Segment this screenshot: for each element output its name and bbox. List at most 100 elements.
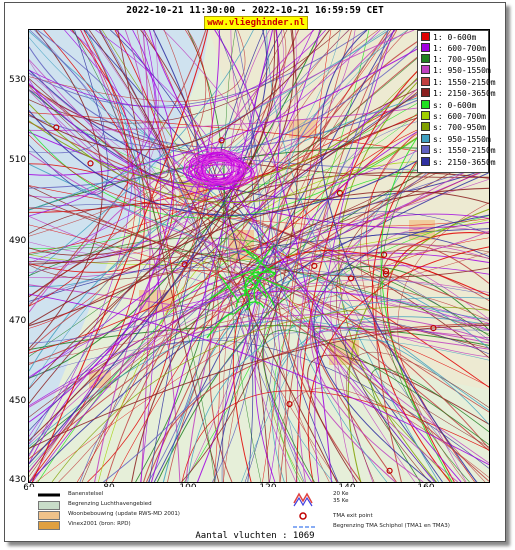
flight-track (37, 30, 207, 482)
low-altitude-track (253, 274, 289, 291)
tma-exit-point (381, 251, 388, 258)
flight-track (271, 316, 489, 482)
flight-track (43, 30, 175, 482)
key-35ke: 35 Ke (333, 498, 349, 504)
approach-loop (199, 152, 237, 188)
flight-track (29, 185, 489, 227)
legend-swatch (421, 43, 430, 52)
legend-item: s: 600-700m (421, 111, 486, 121)
low-altitude-track (245, 250, 275, 275)
flight-track (29, 30, 220, 423)
low-altitude-track (231, 267, 260, 280)
flight-track (29, 30, 254, 277)
flight-track (148, 30, 265, 482)
tma-exit-point (386, 467, 393, 474)
flight-track (29, 137, 489, 281)
legend-swatch (421, 32, 430, 41)
tma-exit-point (87, 160, 94, 167)
map-key: Banenstelsel Begrenzing Luchthavengebied… (28, 487, 488, 533)
low-altitude-track (234, 301, 265, 315)
flight-track (29, 83, 489, 219)
key-banenstelsel: Banenstelsel (68, 491, 104, 497)
flight-track (211, 30, 262, 482)
flight-track (29, 284, 489, 473)
flight-track (29, 33, 489, 256)
low-altitude-track (209, 285, 230, 300)
flight-track (29, 329, 489, 378)
legend-item: 1: 1550-2150m (421, 77, 496, 87)
airport-area-swatch (38, 501, 60, 510)
legend-swatch (421, 122, 430, 131)
flight-track (29, 30, 386, 389)
tma-exit-point (181, 261, 188, 268)
flight-track (29, 30, 104, 154)
altitude-legend: 1: 0-600m 1: 600-700m 1: 700-950m 1: 950… (417, 30, 496, 173)
y-tick-470: 470 (9, 316, 27, 326)
flight-track (29, 30, 276, 265)
flight-track (34, 30, 298, 482)
flight-track (375, 245, 489, 482)
flight-track (29, 30, 451, 176)
y-tick-430: 430 (9, 475, 27, 485)
flight-track (29, 30, 268, 465)
flight-track (76, 30, 213, 482)
flight-track (29, 324, 489, 449)
flight-track (117, 30, 220, 482)
flight-track (29, 163, 489, 321)
flight-track (262, 329, 489, 482)
flight-track (262, 265, 489, 482)
low-altitude-track (218, 273, 240, 303)
key-woonbebouwing: Woonbebouwing (update RWS-MD 2001) (68, 511, 180, 517)
time-range-title: 2022-10-21 11:30:00 - 2022-10-21 16:59:5… (126, 5, 384, 16)
low-altitude-track (242, 271, 259, 292)
flight-track (29, 30, 142, 287)
flight-track (29, 224, 489, 387)
key-vinex: Vinex2001 (bron: RPD) (68, 521, 131, 527)
flight-track (221, 211, 489, 482)
flight-track (29, 252, 489, 364)
y-tick-490: 490 (9, 236, 27, 246)
flight-track (224, 30, 262, 482)
flight-track (29, 244, 489, 477)
flight-track (29, 290, 489, 437)
urban-swatch (38, 511, 60, 520)
flight-track (29, 30, 322, 379)
runway-swatch (38, 493, 60, 497)
flight-track (29, 237, 489, 337)
low-altitude-track (244, 266, 275, 297)
chart-frame: 2022-10-21 11:30:00 - 2022-10-21 16:59:5… (4, 2, 506, 542)
low-altitude-track (244, 276, 268, 299)
flight-track (29, 30, 314, 262)
flight-track (29, 110, 489, 216)
low-altitude-track (241, 247, 259, 263)
flight-track (29, 148, 489, 263)
flight-track (314, 30, 395, 482)
flight-track (347, 208, 489, 482)
flight-track (310, 160, 489, 482)
flight-track (29, 59, 489, 464)
flight-track (98, 30, 338, 482)
tma-boundary-swatch (293, 526, 315, 528)
flight-track (29, 30, 295, 327)
flight-track (58, 30, 200, 482)
flight-track (140, 30, 151, 482)
key-20ke: 20 Ke (333, 491, 349, 497)
flight-track (95, 30, 281, 482)
tma-exit-point (347, 275, 355, 282)
low-altitude-track (253, 274, 265, 305)
legend-swatch (421, 100, 430, 109)
flight-track (72, 30, 216, 482)
flight-track (79, 165, 489, 482)
flight-track (105, 30, 453, 482)
flight-track (29, 190, 489, 325)
flight-track (29, 152, 489, 263)
approach-loop (203, 156, 244, 182)
flight-track (110, 30, 254, 482)
legend-swatch (421, 54, 430, 63)
key-tma-exit: TMA exit point (333, 513, 373, 519)
flight-track (29, 30, 146, 198)
flight-track (29, 30, 174, 273)
legend-swatch (421, 134, 430, 143)
key-tma-schiphol: Begrenzing TMA Schiphol (TMA1 en TMA3) (333, 523, 450, 529)
flight-track (29, 30, 287, 237)
